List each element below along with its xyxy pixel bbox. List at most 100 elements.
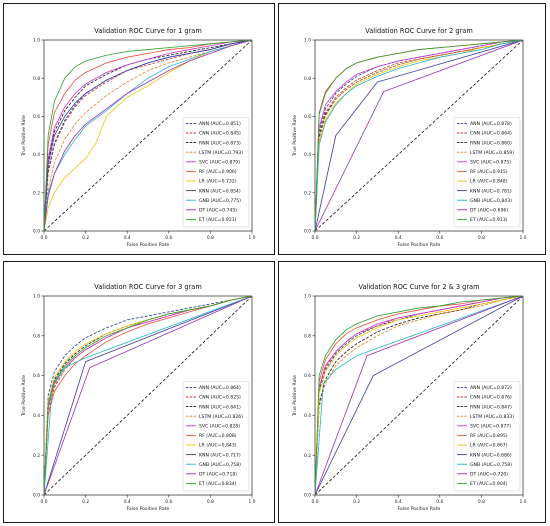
x-tick-label: 0.4	[124, 235, 131, 241]
legend-entry: LR (AUC=0.732)	[199, 179, 237, 185]
legend-entry: ET (AUC=0.834)	[199, 481, 237, 487]
y-tick-label: 1.0	[304, 294, 311, 300]
legend-entry: CNN (AUC=0.864)	[470, 131, 512, 137]
legend-entry: GNB (AUC=0.775)	[199, 198, 241, 204]
legend-entry: KNN (AUC=0.854)	[199, 188, 241, 194]
legend-entry: RF (AUC=0.915)	[470, 169, 508, 175]
x-tick-label: 0.2	[353, 235, 360, 241]
y-tick-label: 0.6	[304, 373, 311, 379]
y-axis-label: True Positive Rate	[21, 115, 27, 157]
y-tick-label: 0.2	[304, 453, 311, 459]
legend-entry: KNN (AUC=0.781)	[470, 188, 512, 194]
legend-entry: CNN (AUC=0.876)	[470, 395, 512, 401]
y-tick-label: 1.0	[33, 38, 40, 44]
legend-entry: LSTM (AUC=0.833)	[470, 414, 514, 420]
legend-entry: ET (AUC=0.921)	[199, 217, 237, 223]
roc-curve-dt	[314, 295, 524, 496]
y-tick-label: 1.0	[304, 38, 311, 44]
y-tick-label: 0.8	[304, 76, 311, 82]
chart-title: Validation ROC Curve for 1 gram	[94, 27, 202, 35]
legend-entry: ANN (AUC=0.878)	[470, 121, 512, 127]
x-tick-label: 1.0	[520, 499, 527, 505]
legend-entry: LSTM (AUC=0.859)	[470, 150, 514, 156]
legend-entry: RNN (AUC=0.873)	[199, 140, 241, 146]
y-tick-label: 0.6	[33, 373, 40, 379]
chart-title: Validation ROC Curve for 2 gram	[365, 27, 473, 35]
chance-diagonal	[43, 39, 253, 232]
legend-entry: SVC (AUC=0.828)	[199, 424, 240, 430]
roc-curve-svc	[314, 39, 524, 232]
y-tick-label: 0.8	[33, 333, 40, 339]
legend-entry: ET (AUC=0.904)	[470, 481, 508, 487]
y-tick-label: 0.0	[304, 229, 311, 235]
roc-curve-ann	[43, 39, 253, 232]
x-tick-label: 0.8	[478, 499, 485, 505]
roc-chart-3gram: Validation ROC Curve for 3 gram 0.0 0.2 0.4…	[21, 283, 256, 512]
legend-entry: RNN (AUC=0.841)	[199, 404, 241, 410]
roc-curve-lr	[314, 295, 524, 496]
roc-panel-2and3gram: Validation ROC Curve for 2 & 3 gram 0.0 0.…	[278, 261, 546, 523]
legend-entry: LR (AUC=0.867)	[470, 443, 508, 449]
roc-curve-knn	[314, 39, 524, 232]
x-tick-label: 1.0	[249, 235, 256, 241]
x-tick-label: 0.4	[124, 499, 131, 505]
y-tick-label: 0.2	[33, 190, 40, 196]
legend-entry: CNN (AUC=0.825)	[199, 395, 241, 401]
x-tick-label: 0.6	[165, 499, 172, 505]
y-tick-label: 0.8	[33, 76, 40, 82]
chance-diagonal	[314, 295, 524, 496]
roc-curve-svc	[43, 39, 253, 232]
legend-entry: RNN (AUC=0.860)	[470, 140, 512, 146]
roc-curve-dt	[43, 295, 253, 496]
roc-panel-1gram: Validation ROC Curve for 1 gram 0.0 0.2 0.4…	[3, 3, 275, 255]
legend-entry: DT (AUC=0.718)	[199, 472, 237, 478]
roc-curve-gnb	[314, 295, 524, 496]
roc-chart-2gram: Validation ROC Curve for 2 gram 0.0 0.2 0.4…	[292, 27, 527, 248]
x-tick-label: 0.2	[82, 235, 89, 241]
legend-entry: GNB (AUC=0.758)	[199, 462, 241, 468]
x-tick-label: 0.4	[395, 235, 402, 241]
x-tick-label: 0.0	[312, 499, 319, 505]
x-tick-label: 0.8	[478, 235, 485, 241]
roc-curve-knn	[43, 295, 253, 496]
x-tick-label: 0.2	[82, 499, 89, 505]
legend-entry: RF (AUC=0.895)	[470, 433, 508, 439]
roc-curve-knn	[43, 39, 253, 232]
y-tick-label: 0.6	[33, 114, 40, 120]
y-tick-label: 0.2	[304, 190, 311, 196]
legend-entry: LSTM (AUC=0.826)	[199, 414, 243, 420]
x-tick-label: 0.6	[436, 499, 443, 505]
roc-curve-lr	[43, 39, 253, 232]
chance-diagonal	[314, 39, 524, 232]
y-tick-label: 0.4	[33, 413, 40, 419]
x-tick-label: 0.6	[436, 235, 443, 241]
legend-entry: KNN (AUC=0.717)	[199, 452, 241, 458]
chart-title: Validation ROC Curve for 3 gram	[94, 283, 202, 291]
x-tick-label: 0.4	[395, 499, 402, 505]
legend-entry: SVC (AUC=0.879)	[199, 160, 240, 166]
roc-panel-3gram: Validation ROC Curve for 3 gram 0.0 0.2 0.4…	[3, 261, 275, 523]
legend-entry: GNB (AUC=0.843)	[470, 198, 512, 204]
y-tick-label: 0.0	[33, 493, 40, 499]
legend-entry: SVC (AUC=0.877)	[470, 424, 511, 430]
roc-curve-ann	[43, 295, 253, 496]
y-axis-label: True Positive Rate	[292, 115, 298, 157]
x-tick-label: 0.0	[41, 499, 48, 505]
legend-entry: CNN (AUC=0.845)	[199, 131, 241, 137]
roc-curve-cnn	[314, 295, 524, 496]
legend-entry: ANN (AUC=0.872)	[470, 385, 512, 391]
y-tick-label: 0.6	[304, 114, 311, 120]
legend-entry: KNN (AUC=0.686)	[470, 452, 512, 458]
legend-entry: DT (AUC=0.720)	[470, 472, 508, 478]
legend-box	[182, 381, 250, 492]
roc-curve-rnn	[43, 295, 253, 496]
x-tick-label: 0.8	[207, 235, 214, 241]
roc-curve-et	[43, 295, 253, 496]
x-tick-label: 1.0	[249, 499, 256, 505]
y-tick-label: 1.0	[33, 294, 40, 300]
roc-curve-lstm	[314, 295, 524, 496]
legend-entry: LSTM (AUC=0.793)	[199, 150, 243, 156]
y-tick-label: 0.8	[304, 333, 311, 339]
legend-entry: LR (AUC=0.848)	[470, 179, 508, 185]
y-tick-label: 0.2	[33, 453, 40, 459]
